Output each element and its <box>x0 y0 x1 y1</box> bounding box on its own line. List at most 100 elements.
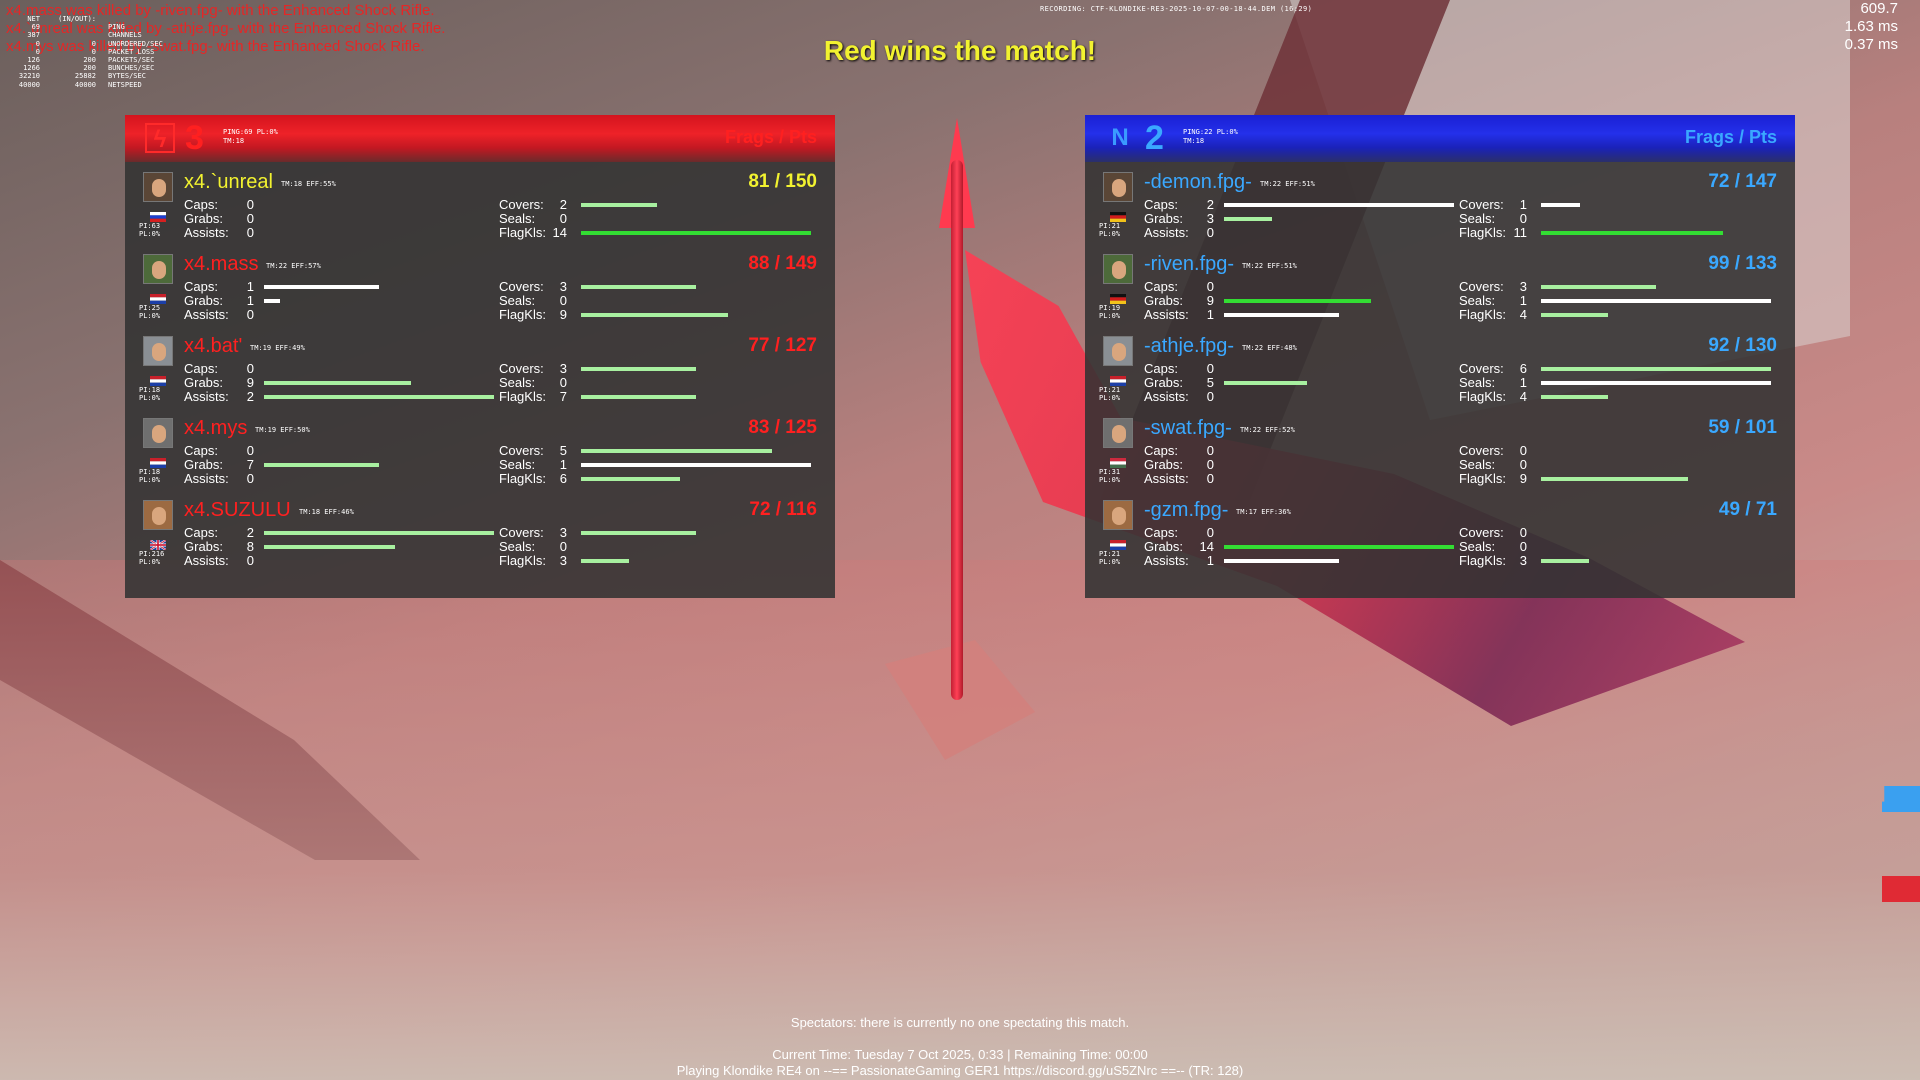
player-name[interactable]: -demon.fpg- <box>1144 171 1252 193</box>
player-net-info: PI:18 PL:0% <box>139 386 160 402</box>
stat-value: 9 <box>1519 471 1527 486</box>
red-team-score: 3 <box>185 119 204 157</box>
country-flag-icon <box>1110 537 1126 550</box>
stat-bar <box>581 477 680 481</box>
stat-label: Seals: <box>499 375 536 390</box>
stat-value: 1 <box>1519 375 1527 390</box>
stat-seals: Seals: 0 <box>1459 458 1771 472</box>
player-pl: PL:0% <box>139 394 161 402</box>
stat-value: 0 <box>559 539 567 554</box>
stat-value: 0 <box>1519 539 1527 554</box>
stat-label: Covers: <box>499 443 544 458</box>
net-stat-cell: 1266 <box>23 64 40 73</box>
player-name[interactable]: x4.SUZULU <box>184 499 291 521</box>
country-flag-icon <box>1110 373 1126 386</box>
net-stat-row: 69 PING <box>6 23 176 31</box>
net-stat-cell: 69 <box>31 23 40 32</box>
stat-value: 9 <box>1206 293 1214 308</box>
player-row: PI:18 PL:0% x4.bat' TM:19 EFF:49% 77 / 127 Ca… <box>125 334 835 414</box>
net-stat-cell: PACKET LOSS <box>108 47 155 56</box>
player-name[interactable]: x4.`unreal <box>184 171 273 193</box>
match-result: Red wins the match! <box>823 35 1097 66</box>
stat-seals: Seals: 0 <box>1459 540 1771 554</box>
country-flag-icon <box>1110 455 1126 468</box>
stat-value: 0 <box>1206 525 1214 540</box>
stat-value: 0 <box>1206 457 1214 472</box>
red-team-tm: TM:18 <box>223 137 245 145</box>
player-name[interactable]: -gzm.fpg- <box>1144 499 1229 521</box>
stat-seals: Seals: 0 <box>499 376 811 390</box>
stat-grabs: Grabs: 14 <box>1144 540 1454 554</box>
player-name[interactable]: -athje.fpg- <box>1144 335 1235 357</box>
stat-label: Caps: <box>1144 443 1178 458</box>
net-stat-cell: 387 <box>27 31 40 40</box>
country-flag-icon <box>150 373 166 386</box>
stat-label: Covers: <box>1459 361 1504 376</box>
player-name[interactable]: x4.mys <box>184 417 248 439</box>
frame-time: 1.63 ms <box>1844 18 1898 35</box>
stat-assists: Assists: 0 <box>184 226 494 240</box>
net-stats: NET (IN/OUT): 69 PING 387 CHANNELS 0 0 UNORDERED… <box>6 15 176 89</box>
stat-bar <box>1541 381 1771 385</box>
stat-bar <box>581 367 696 371</box>
stat-label: Seals: <box>1459 211 1496 226</box>
player-frags-pts: 81 / 150 <box>748 171 817 192</box>
stat-value: 4 <box>1519 307 1527 322</box>
red-team-header: ϟ 3 PING:69 PL:0% TM:18 Frags / Pts <box>125 115 835 162</box>
stat-label: Assists: <box>1144 307 1189 322</box>
player-pl: PL:0% <box>1099 230 1121 238</box>
player-pi: PI:216 <box>139 550 165 558</box>
stat-bar <box>1541 203 1580 207</box>
stat-bar <box>264 381 411 385</box>
stat-value: 3 <box>559 525 567 540</box>
stat-bar <box>1224 217 1272 221</box>
stat-bar <box>581 285 696 289</box>
stat-label: Assists: <box>1144 389 1189 404</box>
player-pl: PL:0% <box>139 476 161 484</box>
player-efficiency: TM:19 EFF:49% <box>250 344 305 352</box>
player-pi: PI:25 <box>139 304 161 312</box>
player-name[interactable]: x4.mass <box>184 253 259 275</box>
stat-value: 1 <box>559 457 567 472</box>
player-avatar <box>1103 500 1133 530</box>
stat-bar <box>1224 559 1339 563</box>
stat-flagkls: FlagKls: 9 <box>499 308 811 322</box>
stat-label: FlagKls: <box>499 553 546 568</box>
player-pl: PL:0% <box>1099 312 1121 320</box>
fps-value: 609.7 <box>1860 0 1898 17</box>
stat-label: FlagKls: <box>1459 553 1506 568</box>
net-stat-cell: 126 <box>27 56 40 65</box>
player-efficiency: TM:22 EFF:52% <box>1240 426 1295 434</box>
player-pl: PL:0% <box>1099 558 1121 566</box>
stat-bar <box>264 545 395 549</box>
stat-label: Caps: <box>1144 361 1178 376</box>
player-net-info: PI:19 PL:0% <box>1099 304 1120 320</box>
stat-value: 0 <box>1206 471 1214 486</box>
player-name[interactable]: -swat.fpg- <box>1144 417 1232 439</box>
player-pi: PI:63 <box>139 222 161 230</box>
stat-label: Caps: <box>184 361 218 376</box>
stat-covers: Covers: 5 <box>499 444 811 458</box>
stat-grabs: Grabs: 9 <box>184 376 494 390</box>
stat-label: Covers: <box>1459 525 1504 540</box>
stat-label: Caps: <box>184 525 218 540</box>
spectators-info: Spectators: there is currently no one sp… <box>790 1015 1130 1030</box>
player-avatar <box>143 254 173 284</box>
stat-caps: Caps: 0 <box>1144 526 1454 540</box>
stat-caps: Caps: 0 <box>1144 444 1454 458</box>
red-flag-status-icon <box>1882 876 1920 902</box>
stat-value: 0 <box>1206 389 1214 404</box>
player-name[interactable]: -riven.fpg- <box>1144 253 1235 275</box>
blue-team-info: PING:22 PL:0% TM:18 <box>1183 128 1238 146</box>
performance-readout: 609.7 1.63 ms 0.37 ms <box>1845 0 1898 54</box>
stat-label: Grabs: <box>184 457 224 472</box>
stat-label: Covers: <box>499 197 544 212</box>
player-name[interactable]: x4.bat' <box>184 335 243 357</box>
stat-value: 8 <box>246 539 254 554</box>
stat-label: Covers: <box>499 525 544 540</box>
player-avatar <box>1103 418 1133 448</box>
country-flag-icon <box>1110 291 1126 304</box>
stat-value: 1 <box>246 279 254 294</box>
player-avatar <box>143 172 173 202</box>
stat-value: 0 <box>1519 443 1527 458</box>
